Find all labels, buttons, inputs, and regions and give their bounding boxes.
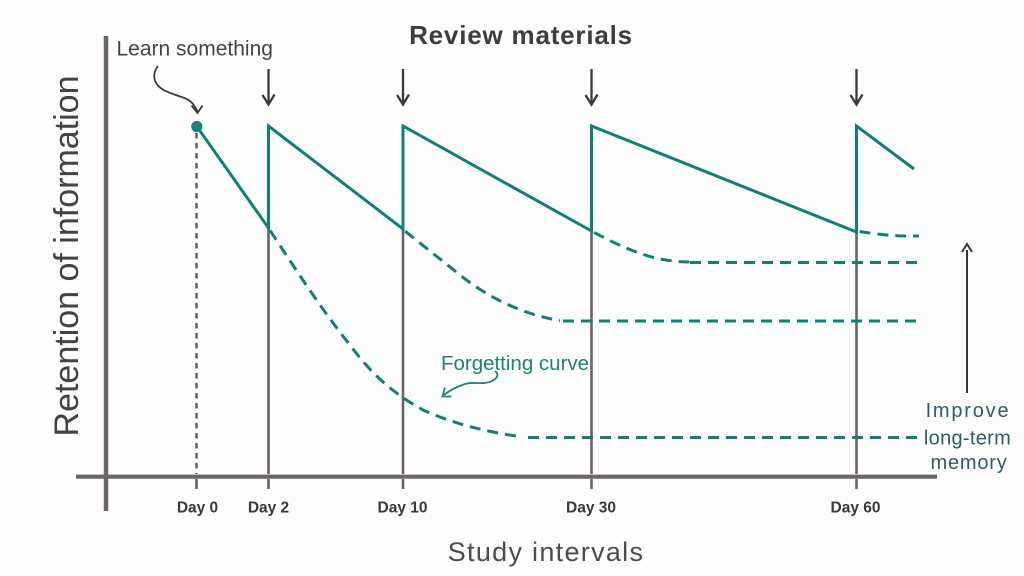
svg-text:Study intervals: Study intervals [448,537,645,567]
svg-text:memory: memory [930,452,1007,474]
svg-text:long-term: long-term [924,428,1011,450]
svg-text:Day 2: Day 2 [248,500,289,517]
svg-text:Day 60: Day 60 [831,500,881,517]
svg-text:Retention of information: Retention of information [48,76,86,437]
svg-text:Forgetting curve: Forgetting curve [441,352,589,375]
svg-text:Improve: Improve [926,400,1011,422]
svg-text:Learn something: Learn something [117,38,273,61]
svg-text:Day 10: Day 10 [378,500,428,517]
svg-text:Day 0: Day 0 [177,500,218,517]
svg-text:Review materials: Review materials [409,20,633,50]
svg-text:Day 30: Day 30 [566,500,616,517]
